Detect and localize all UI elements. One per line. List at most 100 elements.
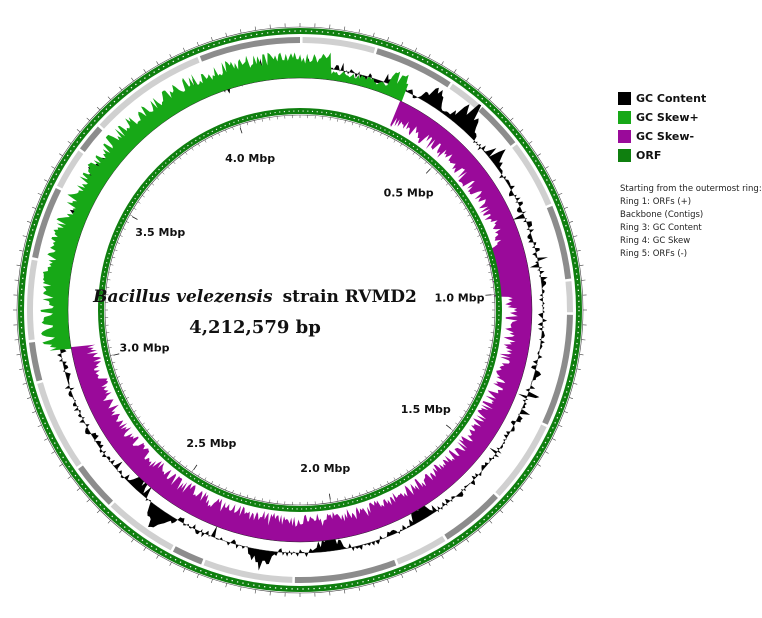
scale-tick xyxy=(387,36,389,41)
scale-tick xyxy=(537,153,541,157)
inner-scale-tick xyxy=(246,494,249,498)
legend-item-gc-content: GC Content xyxy=(618,90,706,107)
contig-segment xyxy=(203,559,293,583)
scale-tick xyxy=(510,499,514,503)
scale-tick xyxy=(59,463,63,467)
inner-scale-tick xyxy=(225,487,227,491)
inner-scale-tick xyxy=(373,487,375,491)
inner-scale-tick xyxy=(119,235,123,237)
tick-mark xyxy=(193,464,198,471)
scale-tick xyxy=(428,562,431,566)
scale-tick xyxy=(576,368,581,370)
position-tick-labels: 0.5 Mbp 1.0 Mbp 1.5 Mbp 2.0 Mbp 2.5 Mbp 3.0 M… xyxy=(113,127,492,500)
scale-tick xyxy=(401,41,404,46)
contig-segment xyxy=(302,37,376,54)
scale-tick xyxy=(16,353,21,356)
inner-scale-tick xyxy=(151,183,155,186)
scale-tick xyxy=(499,509,504,514)
scale-tick xyxy=(44,438,48,441)
inner-scale-tick xyxy=(344,496,346,500)
scale-tick xyxy=(67,141,72,144)
scale-tick xyxy=(372,583,375,588)
scale-tick xyxy=(59,153,63,157)
inner-scale-tick xyxy=(122,390,126,392)
scale-tick xyxy=(26,397,31,399)
legend-item-orf: ORF xyxy=(618,147,706,164)
inner-scale-tick xyxy=(470,396,474,399)
scale-tick xyxy=(37,192,42,196)
inner-scale-tick xyxy=(191,147,194,151)
scale-tick xyxy=(37,424,42,428)
tick-label: 1.5 Mbp xyxy=(401,403,451,416)
scale-tick xyxy=(86,117,90,121)
scale-tick xyxy=(544,166,549,169)
scale-tick xyxy=(76,129,81,133)
scale-tick xyxy=(343,26,346,31)
scale-tick xyxy=(428,54,431,58)
scale-tick xyxy=(240,586,242,591)
scale-tick xyxy=(579,264,584,267)
inner-scale-tick xyxy=(211,480,214,484)
inner-scale-tick xyxy=(480,376,484,378)
inner-scale-tick xyxy=(142,422,145,425)
inner-scale-tick xyxy=(486,354,490,356)
tick-label: 1.0 Mbp xyxy=(434,291,484,304)
tick-mark xyxy=(425,168,431,174)
scale-tick xyxy=(477,86,481,91)
inner-scale-tick xyxy=(366,490,368,494)
scale-tick xyxy=(22,382,27,385)
inner-scale-tick xyxy=(337,118,339,122)
inner-scale-tick xyxy=(161,171,165,175)
inner-scale-tick xyxy=(204,477,207,481)
inner-scale-tick xyxy=(463,410,467,413)
tick-label: 3.5 Mbp xyxy=(135,226,185,239)
scale-tick xyxy=(31,411,36,414)
inner-scale-tick xyxy=(116,242,120,244)
genome-size: 4,212,579 bp xyxy=(189,317,321,338)
inner-scale-tick xyxy=(156,440,160,443)
inner-scale-tick xyxy=(179,460,182,464)
ring-note-5: Ring 5: ORFs (-) xyxy=(620,249,688,259)
scale-tick xyxy=(552,179,556,182)
inner-scale-tick xyxy=(197,143,200,147)
tick-mark xyxy=(132,216,138,220)
ring-description: Starting from the outermost ring: Ring 1… xyxy=(620,183,762,261)
inner-scale-tick xyxy=(232,126,234,130)
contig-segment xyxy=(37,382,82,467)
inner-scale-tick xyxy=(254,496,256,500)
scale-tick xyxy=(358,29,360,34)
inner-scale-tick xyxy=(480,242,484,244)
inner-scale-tick xyxy=(474,228,478,230)
scale-tick xyxy=(196,574,199,579)
contig-segment xyxy=(396,535,446,565)
inner-scale-tick xyxy=(393,139,396,143)
inner-scale-tick xyxy=(239,492,241,496)
inner-scale-tick xyxy=(151,434,155,437)
inner-scale-tick xyxy=(261,118,263,122)
inner-scale-tick xyxy=(211,136,214,140)
inner-scale-tick xyxy=(173,455,176,459)
inner-scale-tick xyxy=(167,166,170,170)
scale-tick xyxy=(156,61,159,66)
inner-scale-tick xyxy=(137,416,141,419)
tick-mark xyxy=(328,493,331,500)
genome-title: Bacillus velezensis strain RVMD2 xyxy=(92,287,417,307)
tick-label: 3.0 Mbp xyxy=(119,342,169,355)
inner-scale-tick xyxy=(218,484,220,488)
inner-scale-tick xyxy=(463,207,467,210)
legend-label: GC Skew- xyxy=(636,130,695,143)
inner-scale-tick xyxy=(477,383,481,385)
ring-note-4: Ring 4: GC Skew xyxy=(620,236,691,246)
inner-scale-tick xyxy=(467,403,471,406)
contig-segment xyxy=(495,424,547,497)
inner-scale-tick xyxy=(119,383,123,385)
scale-tick xyxy=(96,509,101,514)
inner-scale-tick xyxy=(445,434,449,437)
scale-tick xyxy=(96,106,101,111)
scale-tick xyxy=(528,476,533,479)
scale-tick xyxy=(358,586,360,591)
legend-swatch-gc-content xyxy=(618,92,631,105)
scale-tick xyxy=(569,397,574,399)
inner-scale-tick xyxy=(482,249,486,251)
inner-scale-tick xyxy=(393,477,396,481)
